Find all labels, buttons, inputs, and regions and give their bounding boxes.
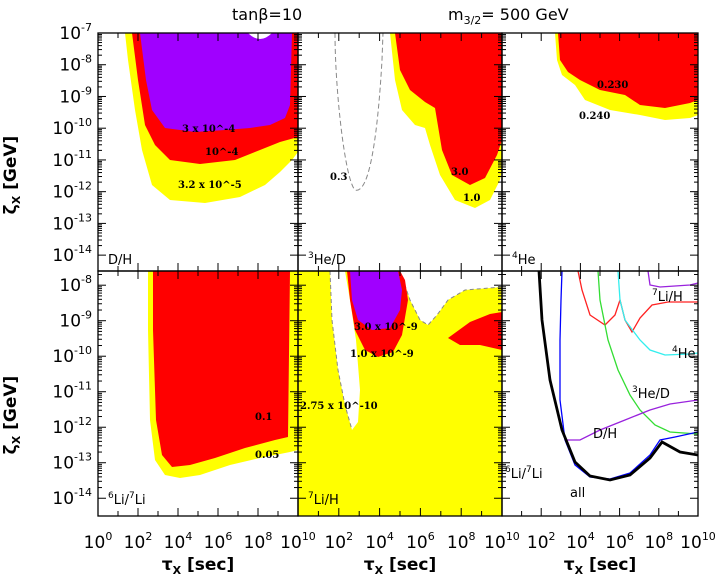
he3d-contour-label-2: 3.0: [451, 167, 468, 178]
y-tick-label: 10-10: [52, 116, 92, 139]
all-label-he3d: 3He/D: [632, 385, 670, 402]
y-tick-label: 10-8: [59, 53, 92, 76]
x-tick-label: 100: [84, 530, 113, 553]
y-tick-label: 10-11: [52, 380, 92, 403]
x-tick-label: 104: [164, 530, 193, 553]
li7h-contour-label-1: 3.0 x 10^-9: [354, 322, 418, 333]
li7h-purple-region: [350, 271, 402, 330]
y-tick-label: 10-11: [52, 148, 92, 171]
y-tick-label: 10-9: [59, 84, 92, 107]
header-tanbeta: tanβ=10: [232, 5, 302, 24]
x-tick-label: 102: [324, 530, 353, 553]
x-tick-label: 102: [124, 530, 153, 553]
he3d-contour-label-1: 0.3: [330, 172, 347, 183]
panel-all: 7Li/H 4He 3He/D D/H 6Li/7Li all: [505, 271, 698, 501]
all-label-he4: 4He: [672, 345, 696, 362]
y-tick-label: 10-12: [52, 180, 92, 203]
x-axis-label-1: τX [sec]: [162, 555, 235, 577]
y-tick-label: 10-9: [59, 309, 92, 332]
dh-purple-region: [140, 33, 292, 132]
all-line-he3d: [597, 271, 698, 435]
y-axis-label-bottom: ζX [GeV]: [1, 376, 23, 455]
x-tick-label: 106: [605, 530, 634, 553]
x-tick-label: 108: [644, 530, 673, 553]
all-label-li7h: 7Li/H: [652, 288, 683, 305]
li7h-dash-1: [329, 271, 353, 431]
x-axis-label-3: τX [sec]: [564, 555, 637, 577]
x-tick-label: 1010: [280, 530, 316, 553]
dh-panel-label: D/H: [108, 253, 132, 268]
y-tick-label: 10-7: [59, 21, 92, 44]
x-tick-label: 108: [447, 530, 476, 553]
li6li7-panel-label: 6Li/7Li: [108, 491, 146, 508]
all-label-li6li7: 6Li/7Li: [505, 465, 543, 482]
panel-dh: 3 x 10^-4 10^-4 3.2 x 10^-5: [125, 33, 298, 203]
x-tick-label: 106: [406, 530, 435, 553]
he3d-dashed-contour: [334, 33, 384, 191]
x-tick-label: 1010: [484, 530, 520, 553]
all-label-dh: D/H: [593, 427, 617, 442]
li7h-white-gap: [330, 271, 360, 430]
li6li7-contour-label-1: 0.1: [255, 412, 272, 423]
dh-notch: [248, 33, 272, 39]
he4-panel-label: 4He: [512, 251, 536, 268]
y-tick-label: 10-13: [52, 451, 92, 474]
y-tick-label: 10-14: [52, 486, 92, 509]
x-tick-label: 108: [244, 530, 273, 553]
dh-contour-label-1: 3 x 10^-4: [182, 124, 235, 135]
he3d-contour-label-3: 1.0: [463, 193, 480, 204]
he4-contour-label-1: 0.230: [597, 80, 628, 91]
header-mass: m3/2= 500 GeV: [448, 5, 569, 27]
y-axis-label-top: ζX [GeV]: [1, 136, 23, 215]
panel-li7h: 3.0 x 10^-9 1.0 x 10^-9 2.75 x 10^-10: [298, 271, 502, 516]
x-tick-label: 102: [527, 530, 556, 553]
dh-contour-label-2: 10^-4: [205, 147, 238, 158]
li7h-contour-label-3: 2.75 x 10^-10: [300, 401, 378, 412]
y-tick-label: 10-12: [52, 415, 92, 438]
all-line-purple-top: [647, 271, 698, 288]
x-tick-label: 106: [204, 530, 233, 553]
x-tick-label: 104: [566, 530, 595, 553]
axis-tick-labels: 100 102 104 106 108 1010 102 104 106 108 1010 102 10…: [52, 21, 715, 553]
li6li7-contour-label-2: 0.05: [255, 450, 279, 461]
all-line-total: [537, 271, 698, 482]
li7h-contour-label-2: 1.0 x 10^-9: [350, 349, 414, 360]
dh-contour-label-3: 3.2 x 10^-5: [178, 180, 242, 191]
he4-contour-label-2: 0.240: [579, 111, 610, 122]
li7h-red-region-2: [448, 312, 502, 350]
all-line-he4: [617, 271, 698, 356]
y-tick-label: 10-14: [52, 243, 92, 266]
all-label-total: all: [570, 486, 585, 501]
x-axis-label-2: τX [sec]: [364, 555, 437, 577]
li6li7-red-region: [153, 271, 290, 467]
he3d-red-region: [395, 33, 502, 185]
panel-he3d: 0.3 3.0 1.0: [330, 33, 502, 208]
y-tick-label: 10-10: [52, 344, 92, 367]
li7h-panel-label: 7Li/H: [308, 491, 339, 508]
panel-li6li7: 0.1 0.05: [148, 271, 298, 478]
all-line-dh: [566, 399, 698, 441]
panel-he4: 0.230 0.240: [555, 33, 698, 122]
x-tick-label: 104: [365, 530, 394, 553]
y-tick-label: 10-8: [59, 273, 92, 296]
x-tick-label: 1010: [680, 530, 716, 553]
y-tick-label: 10-13: [52, 211, 92, 234]
axis-ticks: [97, 32, 699, 516]
he3d-panel-label: 3He/D: [308, 251, 346, 268]
he4-red-region: [558, 33, 698, 108]
